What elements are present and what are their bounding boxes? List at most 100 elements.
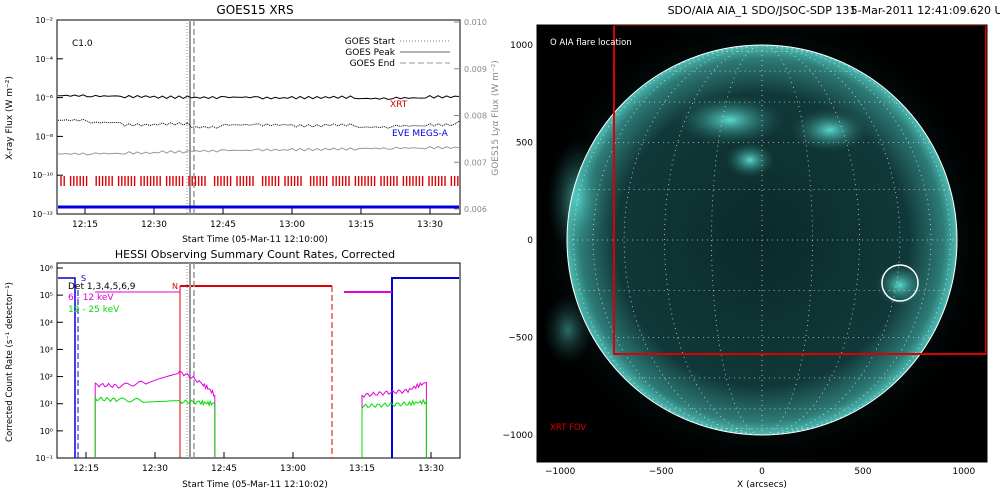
goes-x-axis-label: Start Time (05-Mar-11 12:10:00)	[182, 235, 328, 245]
aia-active-region-north-east	[790, 108, 870, 152]
aia-grid-longitude	[573, 45, 763, 435]
aia-x-ticks: −1000 −500 0 500 1000	[545, 456, 976, 477]
hessi-6-12kev-line-segment-2	[361, 382, 427, 458]
goes-class-label: C1.0	[72, 39, 93, 49]
aia-y-tick-label: −500	[508, 334, 533, 344]
goes-right-tick-label: 0.008	[464, 112, 487, 121]
aia-x-tick-label: 0	[759, 467, 765, 477]
goes-series	[57, 94, 460, 156]
hessi-y-tick-label: 10⁶	[40, 264, 53, 273]
aia-limb-south-east	[543, 295, 593, 365]
hessi-x-tick-label: 12:15	[73, 464, 99, 474]
goes-short-channel-line	[57, 145, 460, 156]
aia-legend-flare-location: O AIA flare location	[550, 38, 632, 48]
hessi-x-tick-label: 13:00	[280, 464, 306, 474]
aia-y-ticks: 1000 500 0 −500 −1000	[503, 41, 543, 441]
xrt-fov-box	[613, 25, 987, 355]
hessi-x-tick-label: 13:30	[418, 464, 444, 474]
goes-x-tick-label: 13:30	[417, 220, 443, 230]
aia-x-tick-label: 1000	[952, 467, 975, 477]
goes-legend: GOES Start GOES Peak GOES End	[345, 37, 450, 69]
eve-megs-a-label: EVE MEGS-A	[392, 129, 449, 139]
aia-title: SDO/AIA AIA_1 SDO/JSOC-SDP 131	[668, 4, 857, 17]
hessi-y-tick-label: 10³	[40, 345, 53, 354]
hessi-legend-detectors: Det 1,3,4,5,6,9	[68, 282, 136, 292]
hessi-y-tick-label: 10⁰	[40, 427, 53, 436]
goes-right-tick-label: 0.010	[464, 18, 487, 27]
aia-x-tick-label: 500	[854, 467, 871, 477]
hessi-x-tick-label: 13:15	[349, 464, 375, 474]
hessi-x-tick-label: 12:30	[142, 464, 168, 474]
aia-panel: SDO/AIA AIA_1 SDO/JSOC-SDP 131 5-Mar-201…	[503, 4, 1000, 490]
aia-grid-longitude	[761, 45, 813, 435]
hessi-title: HESSI Observing Summary Count Rates, Cor…	[115, 248, 395, 261]
goes-x-tick-label: 13:15	[348, 220, 374, 230]
hessi-12-25kev-line-segment-1	[94, 395, 216, 458]
hessi-y-tick-label: 10²	[40, 373, 53, 382]
goes-right-tick-label: 0.007	[464, 158, 487, 167]
hessi-saa-start-line	[58, 277, 76, 458]
hessi-y-tick-label: 10⁻¹	[35, 454, 53, 463]
xrt-observation-marks	[60, 176, 459, 186]
aia-y-tick-label: 0	[527, 236, 533, 246]
xrt-label: XRT	[390, 100, 408, 110]
hessi-y-ticks: 10⁻¹ 10⁰ 10¹ 10² 10³ 10⁴ 10⁵ 10⁶	[35, 264, 63, 463]
legend-goes-peak: GOES Peak	[345, 48, 395, 58]
goes-x-tick-label: 13:00	[279, 220, 305, 230]
goes-plot-frame	[56, 19, 461, 215]
hessi-6-12kev-line-segment-1	[94, 370, 216, 458]
goes-y-tick-label: 10⁻⁴	[35, 55, 53, 64]
goes-panel: GOES15 XRS 10⁻¹² 10⁻¹⁰ 10⁻⁸ 10⁻⁶ 10⁻⁴ 10⁻² 0.…	[5, 3, 501, 245]
legend-goes-end: GOES End	[350, 59, 395, 69]
aia-x-tick-label: −1000	[545, 467, 576, 477]
goes-x-tick-label: 12:45	[210, 220, 236, 230]
goes-right-axis-label: GOES15 Lyα Flux (W m⁻²)	[491, 60, 501, 176]
aia-x-tick-label: −500	[649, 467, 674, 477]
hessi-12-25kev-line-segment-2	[361, 398, 427, 458]
hessi-legend-12-25kev: 12 - 25 keV	[68, 305, 120, 315]
hessi-night-flag-label: N	[172, 282, 178, 291]
aia-limb-circle	[566, 44, 958, 436]
legend-goes-start: GOES Start	[345, 37, 396, 47]
goes-y-tick-label: 10⁻¹⁰	[32, 171, 53, 180]
aia-xrt-fov-label: XRT FOV	[550, 423, 586, 433]
hessi-y-tick-label: 10⁵	[40, 291, 53, 300]
hessi-x-tick-label: 12:45	[211, 464, 237, 474]
hessi-y-tick-label: 10¹	[40, 400, 53, 409]
aia-y-tick-label: 1000	[510, 41, 533, 51]
hessi-series	[94, 370, 427, 458]
goes-right-tick-label: 0.006	[464, 205, 487, 214]
goes-x-tick-label: 12:30	[141, 220, 167, 230]
aia-y-tick-label: 500	[516, 139, 533, 149]
goes-y-tick-label: 10⁻⁸	[35, 132, 53, 141]
goes-y-ticks: 10⁻¹² 10⁻¹⁰ 10⁻⁸ 10⁻⁶ 10⁻⁴ 10⁻²	[32, 16, 63, 219]
hessi-x-ticks: 12:15 12:30 12:45 13:00 13:15 13:30	[73, 452, 444, 474]
goes-right-tick-label: 0.009	[464, 65, 487, 74]
hessi-saa-end-line	[391, 277, 459, 458]
goes-y-tick-label: 10⁻¹²	[32, 210, 53, 219]
hessi-x-axis-label: Start Time (05-Mar-11 12:10:02)	[182, 480, 328, 490]
goes-y-tick-label: 10⁻²	[35, 16, 53, 25]
aia-grid-longitude	[711, 45, 763, 435]
goes-title: GOES15 XRS	[216, 3, 293, 17]
aia-active-region-center	[725, 142, 775, 178]
goes-lya-line	[57, 118, 460, 129]
hessi-saa-flag-label: S	[81, 274, 86, 283]
goes-y-tick-label: 10⁻⁶	[35, 94, 53, 103]
goes-x-tick-label: 12:15	[72, 220, 98, 230]
goes-y-axis-label: X-ray Flux (W m⁻²)	[5, 76, 15, 160]
aia-flare-location-marker	[881, 264, 919, 302]
aia-x-axis-label: X (arcsecs)	[737, 480, 787, 490]
goes-x-ticks: 12:15 12:30 12:45 13:00 13:15 13:30	[72, 208, 443, 230]
aia-coordinate-grid	[567, 45, 957, 435]
aia-y-tick-label: −1000	[503, 431, 534, 441]
aia-timestamp: 5-Mar-2011 12:41:09.620 UT	[851, 4, 1000, 17]
aia-image	[537, 25, 987, 462]
hessi-plot-frame	[56, 262, 461, 459]
aia-grid-longitude	[761, 45, 951, 435]
goes-y-ticks-right: 0.006 0.007 0.008 0.009 0.010	[454, 18, 487, 214]
hessi-panel: HESSI Observing Summary Count Rates, Cor…	[5, 248, 461, 490]
hessi-y-tick-label: 10⁴	[40, 318, 53, 327]
goes-long-channel-line	[57, 94, 460, 100]
